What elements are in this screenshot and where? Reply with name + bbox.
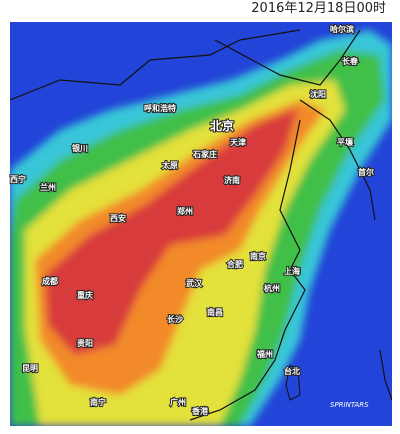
logo: SPRINTARS xyxy=(330,401,369,409)
city-label: 西安 xyxy=(110,213,126,223)
city-label: 福州 xyxy=(256,349,273,359)
city-label: 北京 xyxy=(210,118,234,133)
city-label: 天津 xyxy=(230,137,246,147)
pollution-layer xyxy=(10,22,392,426)
city-label: 济南 xyxy=(224,175,240,185)
city-label: 香港 xyxy=(191,406,209,416)
city-label: 西宁 xyxy=(10,174,26,184)
city-label: 郑州 xyxy=(177,206,193,216)
city-label: 南昌 xyxy=(207,307,223,317)
city-label: 广州 xyxy=(170,397,186,407)
city-label: 贵阳 xyxy=(77,338,93,348)
city-label: 武汉 xyxy=(186,278,203,288)
city-label: 昆明 xyxy=(22,363,38,373)
city-label: 首尔 xyxy=(358,167,374,177)
city-label: 重庆 xyxy=(77,290,93,300)
city-label: 合肥 xyxy=(226,259,243,269)
city-label: 银川 xyxy=(71,143,88,153)
city-label: 杭州 xyxy=(264,283,280,293)
city-label: 兰州 xyxy=(40,182,56,192)
city-label: 长沙 xyxy=(167,314,183,324)
city-label: 太原 xyxy=(161,160,178,170)
city-label: 南宁 xyxy=(90,397,106,407)
city-label: 沈阳 xyxy=(310,89,326,99)
city-label: 石家庄 xyxy=(192,149,217,159)
city-label: 长春 xyxy=(342,56,358,66)
city-label: 呼和浩特 xyxy=(144,103,176,113)
city-label: 成都 xyxy=(42,276,58,286)
city-label: 南京 xyxy=(250,251,266,261)
city-label: 平壤 xyxy=(337,137,354,147)
city-label: 上海 xyxy=(284,266,300,276)
timestamp: 2016年12月18日00时 xyxy=(251,1,386,16)
city-label: 哈尔滨 xyxy=(330,24,354,34)
city-label: 台北 xyxy=(284,366,300,376)
